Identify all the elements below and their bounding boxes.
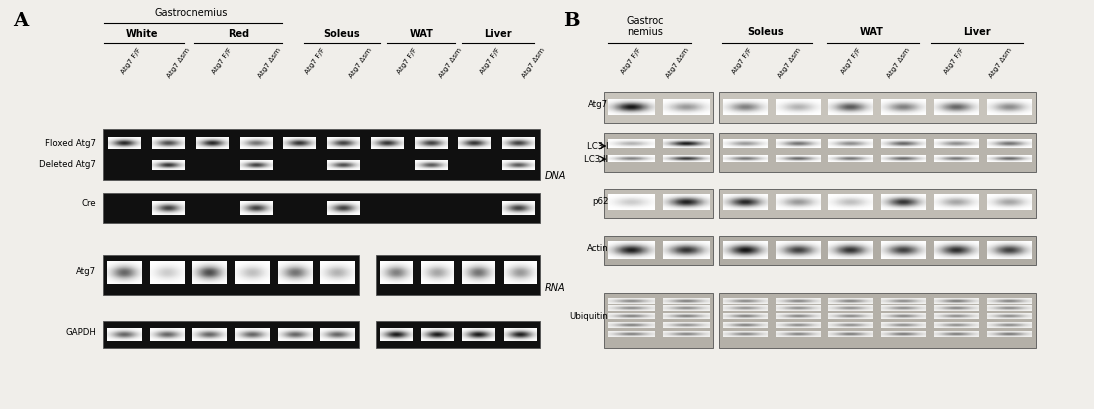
Bar [376, 321, 540, 348]
Text: WAT: WAT [860, 27, 884, 37]
Text: DNA: DNA [545, 171, 567, 181]
Text: Atg7 Δsm: Atg7 Δsm [665, 47, 690, 79]
Text: Atg7 F/F: Atg7 F/F [396, 47, 418, 75]
Text: Atg7 Δsm: Atg7 Δsm [348, 47, 373, 79]
Bar [719, 92, 1036, 123]
Bar [719, 236, 1036, 265]
Text: WAT: WAT [409, 29, 433, 39]
Text: Atg7 F/F: Atg7 F/F [211, 47, 233, 75]
Bar [719, 133, 1036, 172]
Bar [604, 236, 713, 265]
Text: LC3 I: LC3 I [586, 142, 608, 151]
Text: Atg7 Δsm: Atg7 Δsm [886, 47, 911, 79]
Text: White: White [126, 29, 159, 39]
Text: Atg7 Δsm: Atg7 Δsm [257, 47, 282, 79]
Text: Atg7 F/F: Atg7 F/F [304, 47, 326, 75]
Bar [103, 321, 359, 348]
Text: Atg7 Δsm: Atg7 Δsm [777, 47, 802, 79]
Text: RNA: RNA [545, 283, 566, 293]
Text: Atg7 Δsm: Atg7 Δsm [521, 47, 546, 79]
Text: Liver: Liver [484, 29, 512, 39]
Text: Atg7 F/F: Atg7 F/F [479, 47, 501, 75]
Bar [103, 255, 359, 295]
Bar [719, 293, 1036, 348]
Text: Atg7 F/F: Atg7 F/F [620, 47, 642, 75]
Text: Floxed Atg7: Floxed Atg7 [45, 139, 96, 148]
Text: Soleus: Soleus [747, 27, 784, 37]
Text: Atg7 F/F: Atg7 F/F [943, 47, 965, 75]
Bar [604, 189, 713, 218]
Text: B: B [563, 12, 580, 30]
Bar [604, 293, 713, 348]
Text: Gastrocnemius: Gastrocnemius [154, 9, 229, 18]
Text: Atg7 F/F: Atg7 F/F [731, 47, 753, 75]
Text: Red: Red [228, 29, 249, 39]
Bar [376, 255, 540, 295]
Bar [103, 129, 540, 180]
Text: Atg7 F/F: Atg7 F/F [840, 47, 862, 75]
Bar [604, 92, 713, 123]
Text: Liver: Liver [963, 27, 991, 37]
Text: Cre: Cre [82, 199, 96, 208]
Text: Ubiquitin: Ubiquitin [569, 312, 608, 321]
Text: Deleted Atg7: Deleted Atg7 [39, 160, 96, 169]
Text: GAPDH: GAPDH [66, 328, 96, 337]
Text: Atg7 Δsm: Atg7 Δsm [166, 47, 191, 79]
Text: p62: p62 [592, 197, 608, 206]
Bar [719, 189, 1036, 218]
Bar [103, 193, 540, 223]
Text: Atg7: Atg7 [589, 100, 608, 109]
Text: Atg7 F/F: Atg7 F/F [120, 47, 142, 75]
Text: LC3 II: LC3 II [584, 155, 608, 164]
Text: Atg7: Atg7 [77, 267, 96, 276]
Text: Atg7 Δsm: Atg7 Δsm [988, 47, 1013, 79]
Text: A: A [13, 12, 28, 30]
Text: Gastroc
nemius: Gastroc nemius [627, 16, 664, 37]
Text: Soleus: Soleus [323, 29, 360, 39]
Bar [604, 133, 713, 172]
Text: Atg7 Δsm: Atg7 Δsm [438, 47, 463, 79]
Text: Actin: Actin [586, 244, 608, 253]
